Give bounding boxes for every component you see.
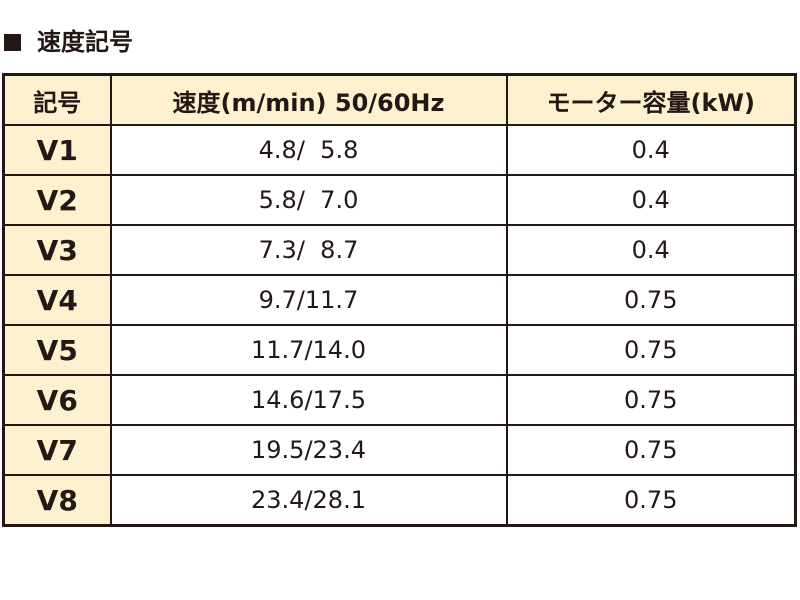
table-row: V1 4.8/ 5.8 0.4 bbox=[2, 124, 797, 176]
table-row: V3 7.3/ 8.7 0.4 bbox=[2, 224, 797, 276]
cell: 0.4 bbox=[505, 174, 797, 226]
cell: 14.6/17.5 bbox=[109, 374, 508, 426]
header-row: 記号 速度(m/min) 50/60Hz モーター容量(kW) bbox=[2, 73, 797, 126]
table-row: V8 23.4/28.1 0.75 bbox=[2, 474, 797, 527]
row-key: V6 bbox=[2, 374, 112, 426]
table-row: V6 14.6/17.5 0.75 bbox=[2, 374, 797, 426]
cell: 0.75 bbox=[505, 374, 797, 426]
table-row: V2 5.8/ 7.0 0.4 bbox=[2, 174, 797, 226]
cell: 0.4 bbox=[505, 124, 797, 176]
title-bullet bbox=[4, 33, 21, 51]
cell: 0.4 bbox=[505, 224, 797, 276]
table-row: V7 19.5/23.4 0.75 bbox=[2, 424, 797, 476]
cell: 19.5/23.4 bbox=[109, 424, 508, 476]
cell: 0.75 bbox=[505, 424, 797, 476]
cell: 0.75 bbox=[505, 324, 797, 376]
cell: 0.75 bbox=[505, 474, 797, 527]
section-title: 速度記号 bbox=[4, 26, 133, 58]
row-key: V8 bbox=[2, 474, 112, 527]
row-key: V2 bbox=[2, 174, 112, 226]
header-cell: 速度(m/min) 50/60Hz bbox=[109, 73, 508, 126]
cell: 9.7/11.7 bbox=[109, 274, 508, 326]
cell: 23.4/28.1 bbox=[109, 474, 508, 527]
header-cell: 記号 bbox=[2, 73, 112, 126]
cell: 4.8/ 5.8 bbox=[109, 124, 508, 176]
cell: 7.3/ 8.7 bbox=[109, 224, 508, 276]
row-key: V5 bbox=[2, 324, 112, 376]
cell: 0.75 bbox=[505, 274, 797, 326]
cell: 5.8/ 7.0 bbox=[109, 174, 508, 226]
table-row: V5 11.7/14.0 0.75 bbox=[2, 324, 797, 376]
speed-table: 記号 速度(m/min) 50/60Hz モーター容量(kW) V1 4.8/ 5.8… bbox=[2, 73, 797, 527]
row-key: V1 bbox=[2, 124, 112, 176]
title-text: 速度記号 bbox=[37, 28, 133, 56]
row-key: V4 bbox=[2, 274, 112, 326]
table-row: V4 9.7/11.7 0.75 bbox=[2, 274, 797, 326]
row-key: V7 bbox=[2, 424, 112, 476]
row-key: V3 bbox=[2, 224, 112, 276]
header-cell: モーター容量(kW) bbox=[505, 73, 797, 126]
table-body: V1 4.8/ 5.8 0.4 V2 5.8/ 7.0 0.4 V3 7.3/ 8.7 0.4 V… bbox=[2, 124, 797, 527]
cell: 11.7/14.0 bbox=[109, 324, 508, 376]
